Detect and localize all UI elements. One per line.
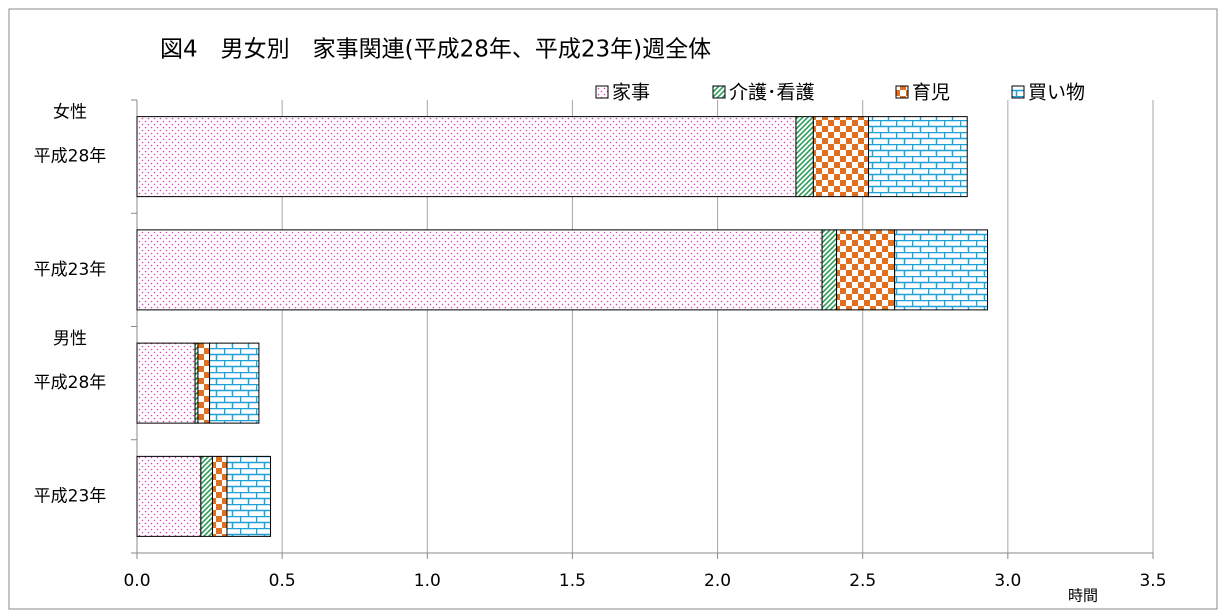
bar-segment xyxy=(136,455,202,537)
legend-swatch xyxy=(895,85,909,99)
bar-segment xyxy=(136,229,823,311)
chart-title: 図4 男女別 家事関連(平成28年、平成23年)週全体 xyxy=(160,37,711,63)
legend-label: 介護･看護 xyxy=(729,82,815,104)
x-tick-label: 1.0 xyxy=(414,571,441,591)
bar-segment xyxy=(226,455,272,537)
bar-segment xyxy=(200,455,213,537)
x-axis-label: 時間 xyxy=(1068,587,1098,605)
bar-segment xyxy=(894,229,989,311)
bar-segment xyxy=(209,342,260,424)
bar-segment xyxy=(136,116,797,198)
bar-segment xyxy=(812,116,870,198)
group-label: 男性 xyxy=(53,329,87,349)
x-tick-label: 1.5 xyxy=(559,571,586,591)
legend-swatch xyxy=(595,85,609,99)
legend-item: 家事 xyxy=(595,82,650,104)
bar-segment xyxy=(868,116,968,198)
x-tick-label: 2.5 xyxy=(849,571,876,591)
y-tick-label: 平成28年 xyxy=(34,373,107,393)
bar-segment xyxy=(211,455,228,537)
bar-segment xyxy=(136,342,196,424)
x-tick-label: 0.0 xyxy=(123,571,150,591)
x-tick-label: 0.5 xyxy=(269,571,296,591)
y-tick-label: 平成23年 xyxy=(34,486,107,506)
legend-label: 買い物 xyxy=(1028,82,1085,104)
legend-swatch xyxy=(1011,85,1025,99)
legend-item: 介護･看護 xyxy=(712,82,815,104)
x-tick-label: 3.0 xyxy=(994,571,1021,591)
bar-segment xyxy=(836,229,896,311)
bar-segment xyxy=(197,342,211,424)
group-label: 女性 xyxy=(53,103,87,123)
legend-item: 育児 xyxy=(895,82,950,104)
x-tick-label: 2.0 xyxy=(704,571,731,591)
bar-segment xyxy=(821,229,838,311)
legend-item: 買い物 xyxy=(1011,82,1085,104)
y-tick-label: 平成28年 xyxy=(34,147,107,167)
legend-swatch xyxy=(712,85,726,99)
x-tick-label: 3.5 xyxy=(1139,571,1166,591)
y-tick-label: 平成23年 xyxy=(34,260,107,280)
legend-label: 育児 xyxy=(912,82,950,104)
bar-segment xyxy=(795,116,814,198)
legend-label: 家事 xyxy=(612,82,650,104)
